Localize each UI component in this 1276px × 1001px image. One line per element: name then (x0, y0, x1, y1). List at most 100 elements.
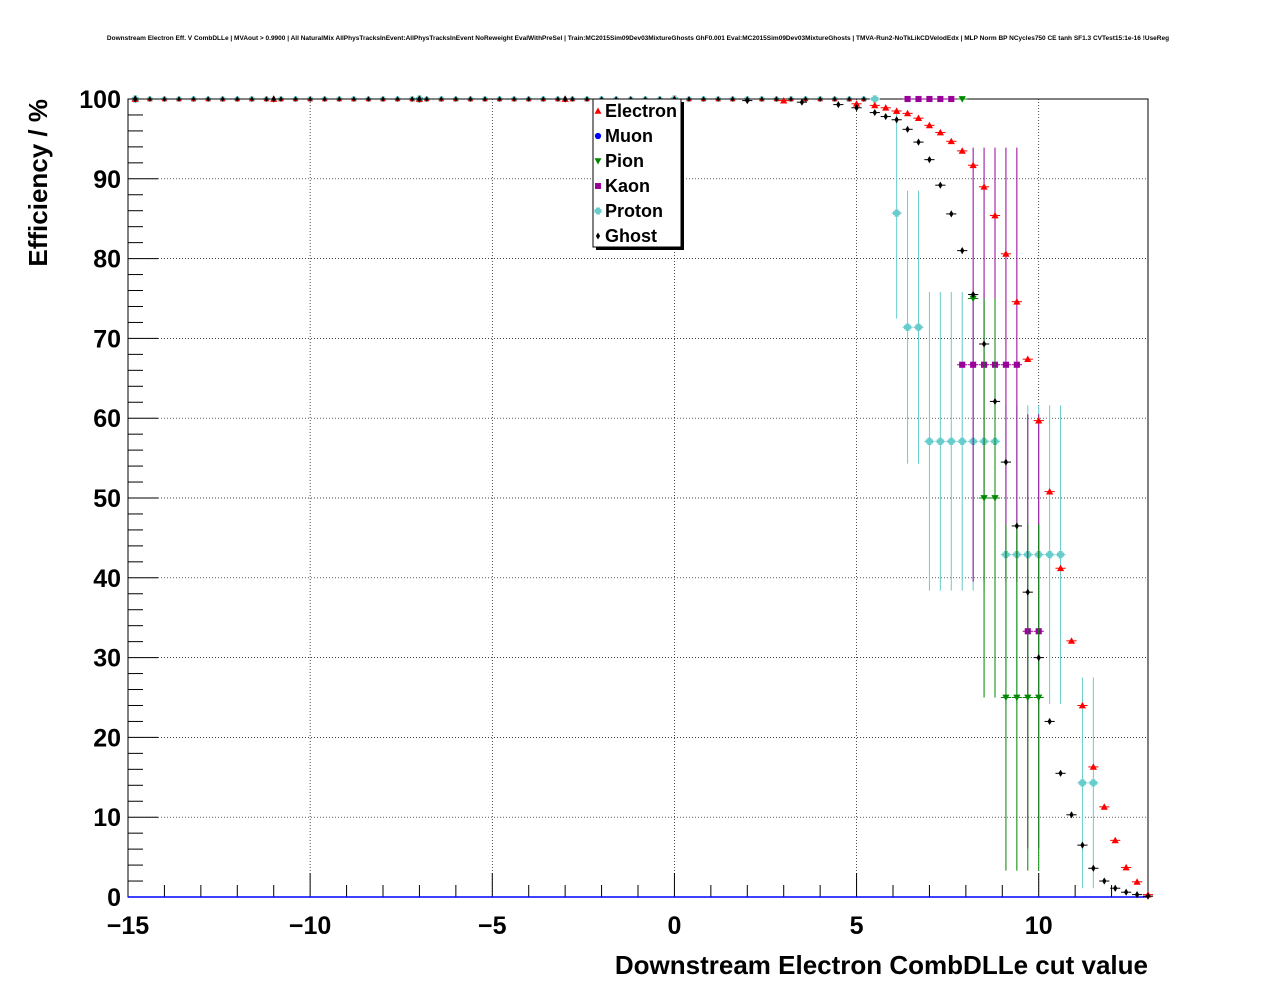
data-point (958, 96, 966, 103)
data-point (905, 125, 910, 133)
x-tick-label: −5 (478, 912, 507, 940)
data-point (991, 495, 999, 502)
data-point (1046, 488, 1054, 495)
data-point (882, 104, 890, 111)
legend-marker (594, 207, 602, 215)
data-point (871, 101, 879, 109)
data-point (206, 96, 210, 102)
data-point (1002, 361, 1009, 368)
data-point (1035, 694, 1043, 702)
y-tick-label: 30 (93, 645, 121, 673)
data-point (774, 96, 779, 102)
data-point (958, 437, 966, 445)
x-tick-label: 5 (850, 912, 864, 940)
data-point (969, 295, 977, 303)
data-point (854, 104, 859, 112)
data-point (904, 95, 911, 103)
series-pion (957, 96, 1044, 871)
data-point (1067, 637, 1076, 644)
legend-marker (594, 132, 602, 140)
data-point (352, 96, 356, 102)
data-point (250, 96, 254, 102)
data-point (381, 96, 385, 102)
data-point (235, 96, 239, 102)
data-point (970, 361, 977, 368)
data-point (687, 96, 691, 102)
data-point (512, 96, 516, 102)
data-point (417, 95, 422, 103)
data-point (893, 107, 901, 114)
data-point (133, 95, 138, 103)
data-point (958, 147, 966, 154)
data-point (1036, 654, 1041, 662)
data-point (936, 437, 944, 445)
data-point (716, 96, 720, 102)
legend-label: Proton (605, 201, 663, 221)
data-point (1089, 763, 1097, 770)
data-point (871, 95, 879, 103)
data-point (562, 95, 568, 103)
data-point (1002, 694, 1010, 702)
data-point (927, 156, 932, 164)
data-point (1123, 888, 1129, 896)
data-point (980, 183, 988, 190)
data-point (981, 340, 987, 348)
data-point (862, 96, 866, 102)
y-tick-label: 80 (93, 246, 121, 274)
data-point (323, 96, 327, 102)
data-point (1122, 863, 1130, 871)
data-point (293, 96, 298, 102)
data-point (1080, 841, 1085, 849)
data-point (836, 100, 841, 109)
data-point (177, 96, 181, 102)
data-point (760, 96, 764, 102)
data-point (366, 96, 371, 102)
data-point (969, 161, 977, 169)
legend-label: Kaon (605, 176, 650, 196)
data-point (1089, 779, 1097, 787)
data-point (439, 96, 443, 102)
data-point (938, 181, 943, 189)
x-tick-label: −10 (289, 912, 331, 940)
legend-marker (595, 183, 601, 189)
data-point (780, 96, 788, 104)
data-point (1056, 551, 1065, 559)
data-point (570, 96, 575, 102)
data-point (264, 96, 269, 102)
data-point (1013, 694, 1021, 702)
data-point (903, 109, 912, 117)
data-point (221, 96, 225, 102)
data-point (1046, 551, 1054, 559)
data-point (818, 96, 822, 102)
data-point (1014, 522, 1020, 530)
y-tick-label: 50 (93, 485, 121, 513)
data-point (925, 121, 934, 129)
legend-label: Ghost (605, 226, 657, 246)
data-point (992, 397, 998, 406)
data-point (162, 96, 167, 102)
y-tick-label: 90 (93, 166, 121, 194)
y-tick-label: 20 (93, 724, 121, 752)
data-point (395, 96, 400, 102)
data-point (1047, 717, 1052, 726)
data-point (1002, 250, 1010, 257)
legend-box (592, 98, 682, 248)
data-point (1134, 891, 1140, 899)
y-tick-label: 60 (93, 405, 121, 433)
data-point (948, 95, 955, 103)
data-point (731, 96, 735, 102)
legend-label: Pion (605, 151, 644, 171)
data-point (1100, 803, 1108, 810)
data-point (936, 128, 944, 136)
data-point (949, 210, 954, 218)
data-point (425, 96, 429, 102)
legend-label: Electron (605, 101, 677, 121)
data-point (799, 98, 805, 106)
data-point (585, 96, 589, 102)
data-point (541, 96, 545, 102)
data-point (191, 96, 196, 102)
x-axis-label: Downstream Electron CombDLLe cut value (615, 950, 1148, 980)
data-point (1091, 864, 1096, 872)
x-tick-label: −15 (107, 912, 150, 940)
